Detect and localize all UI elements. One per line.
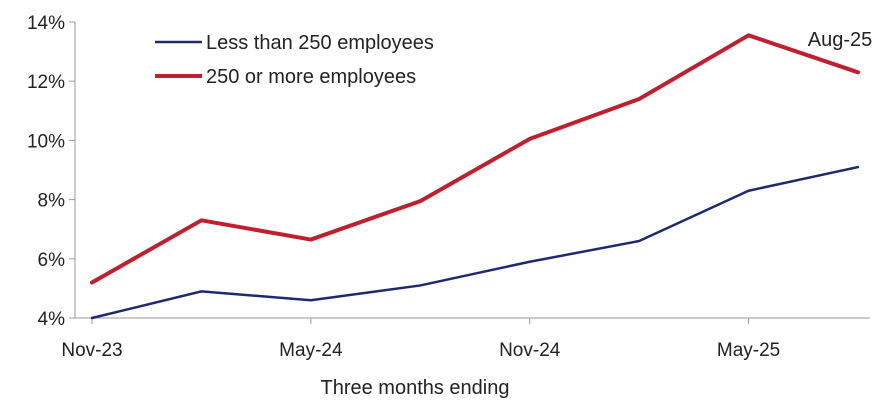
- y-tick-label: 4%: [38, 309, 66, 330]
- series-line-2: [90, 33, 860, 285]
- series-layer: [90, 33, 860, 320]
- legend-label-1: Less than 250 employees: [206, 32, 434, 54]
- y-axis: 4% 6% 8% 10% 12% 14%: [27, 13, 76, 330]
- y-tick-label: 12%: [27, 72, 65, 93]
- x-axis: Nov-23 May-24 Nov-24 May-25: [61, 317, 870, 361]
- x-tick-label: Nov-24: [499, 340, 561, 361]
- y-tick-label: 6%: [38, 250, 66, 271]
- x-tick-label: Nov-23: [61, 340, 122, 361]
- x-axis-label: Three months ending: [320, 377, 509, 399]
- y-tick-label: 14%: [27, 13, 65, 34]
- legend: Less than 250 employees 250 or more emplo…: [155, 32, 434, 88]
- x-tick-label: May-24: [279, 340, 343, 361]
- y-tick-label: 10%: [27, 131, 65, 152]
- y-tick-label: 8%: [38, 191, 66, 212]
- annotation-aug-25: Aug-25: [808, 29, 873, 51]
- series-line-1: [90, 165, 860, 320]
- x-tick-label: May-25: [717, 340, 780, 361]
- legend-label-2: 250 or more employees: [206, 66, 416, 88]
